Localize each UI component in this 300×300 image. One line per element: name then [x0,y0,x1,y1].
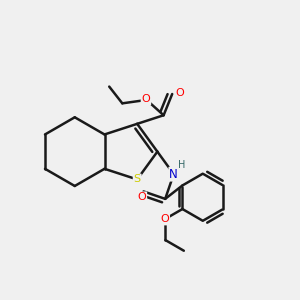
Text: O: O [175,88,184,98]
Text: O: O [137,192,146,202]
Text: O: O [160,214,169,224]
Text: H: H [178,160,186,170]
Text: N: N [169,168,178,181]
Text: S: S [134,174,141,184]
Text: O: O [142,94,150,104]
